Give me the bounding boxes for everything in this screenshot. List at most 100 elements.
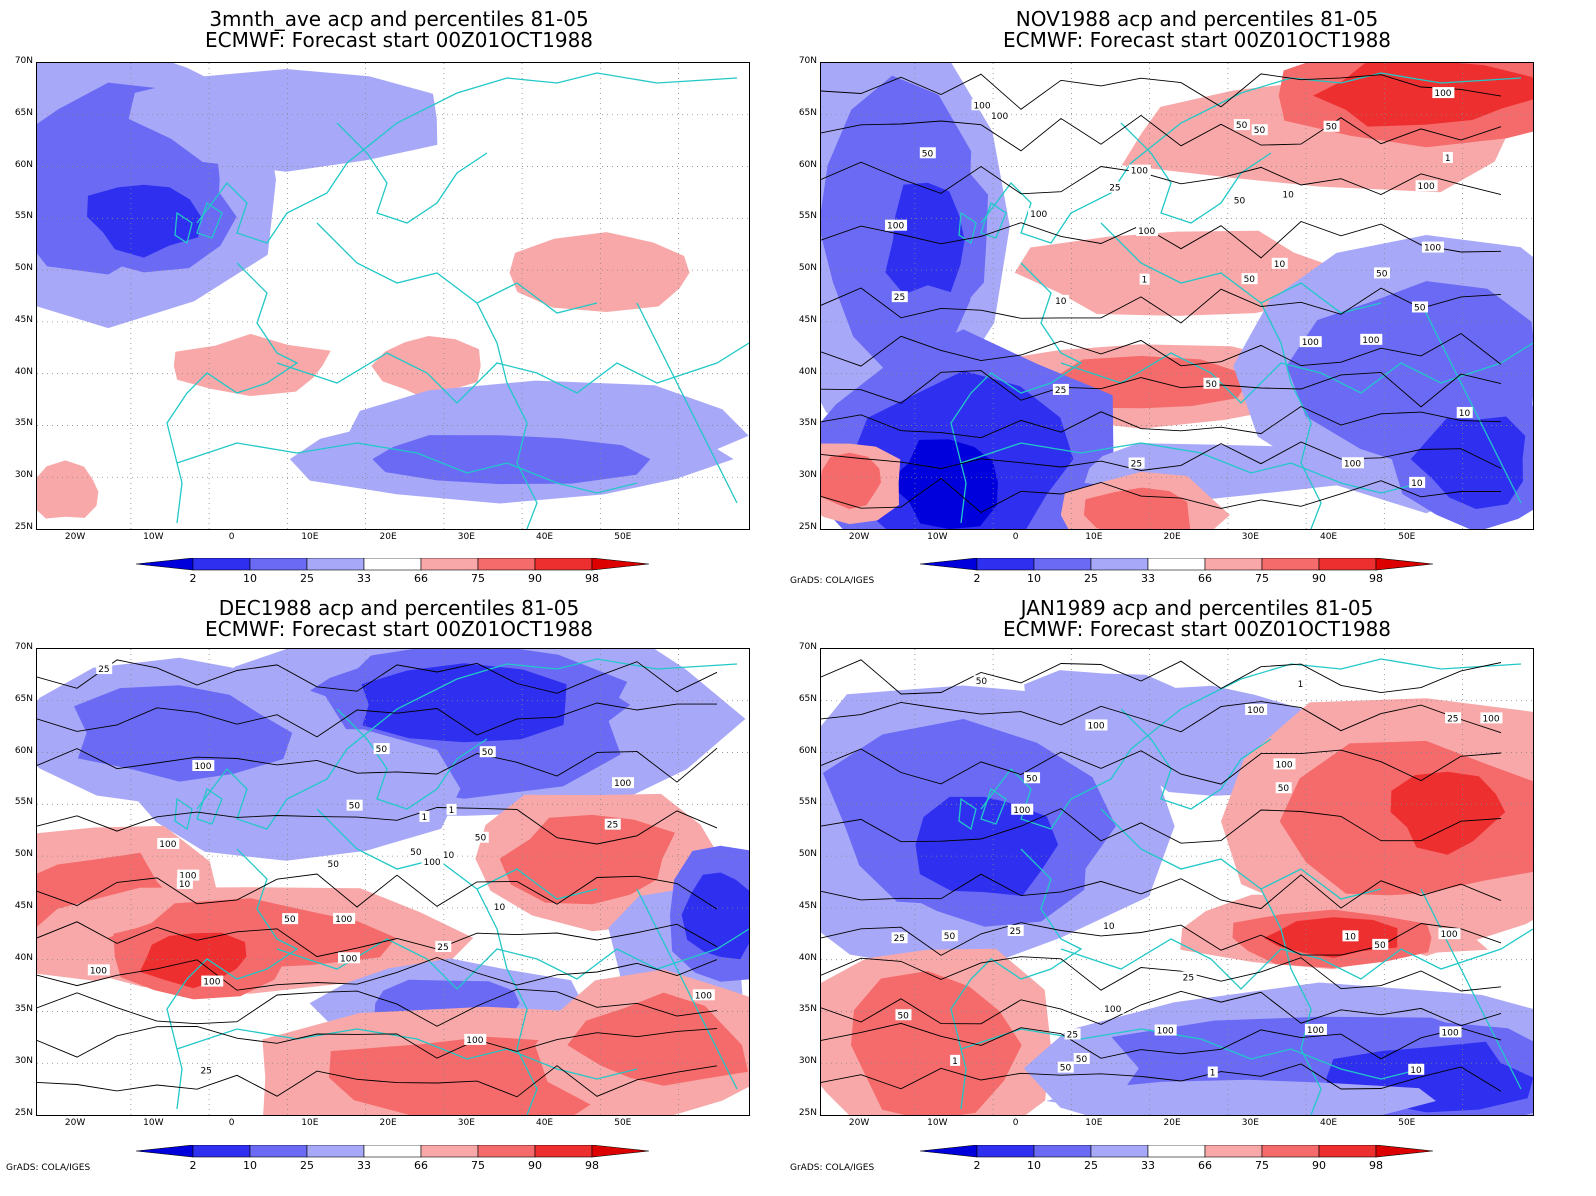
colorbar-segment [1147, 557, 1206, 571]
lon-tick-label: 20W [64, 1118, 86, 1128]
contour-label: 50 [328, 860, 340, 870]
contour-label: 1 [1210, 1068, 1216, 1078]
colorbar-label: 25 [1084, 1159, 1098, 1171]
contour-label-bg [1445, 712, 1462, 724]
lon-tick-label: 20W [64, 532, 86, 542]
map-canvas: 1001001001001001001001001001001005050505… [37, 649, 749, 1115]
panel-title: NOV1988 acp and percentiles 81-05 ECMWF:… [798, 9, 1596, 51]
coastline [958, 211, 977, 245]
coastline [960, 1028, 1422, 1080]
coastline [1060, 342, 1533, 404]
coastline [196, 72, 738, 244]
shade-region [87, 184, 201, 258]
contour-label-bg [1439, 1026, 1462, 1038]
contour-label-bg [1251, 124, 1268, 136]
contour-label: 100 [423, 858, 440, 868]
grads-credit: GrADS: COLA/IGES [790, 1163, 875, 1173]
contour-label: 100 [1138, 227, 1155, 237]
contour-label-bg [1245, 703, 1268, 715]
colorbar-arrow [591, 1144, 650, 1158]
contour-label: 100 [614, 779, 631, 789]
lon-tick-label: 10E [1085, 532, 1103, 542]
contour-label-bg [1360, 333, 1383, 345]
contour-label-bg [177, 869, 200, 881]
colorbar-segment [192, 557, 251, 571]
contour-label: 1 [449, 806, 455, 816]
title-line-2: ECMWF: Forecast start 00Z01OCT1988 [204, 28, 594, 52]
contour-label: 1 [952, 1057, 958, 1067]
contour-line [821, 1063, 1502, 1092]
colorbar-label: 10 [243, 1159, 257, 1171]
contour-label: 10 [1103, 922, 1115, 932]
lat-tick-label: 50N [798, 263, 817, 274]
contour-label: 50 [1076, 1055, 1088, 1065]
colorbar-label: 98 [1369, 572, 1383, 584]
contour-label: 10 [1055, 297, 1067, 307]
shade-region [1014, 230, 1351, 316]
contour-line [821, 332, 1502, 367]
lon-tick-label: 50E [1398, 532, 1416, 542]
grads-credit: GrADS: COLA/IGES [790, 576, 875, 586]
contour-label: 10 [1410, 1066, 1422, 1076]
contour-line [821, 808, 1502, 844]
title-line-2: ECMWF: Forecast start 00Z01OCT1988 [1002, 28, 1392, 52]
shade-region [372, 435, 651, 485]
contour-label: 25 [894, 293, 905, 303]
contour-label: 100 [695, 991, 712, 1001]
colorbar-segment [249, 557, 308, 571]
coastline [1100, 222, 1382, 314]
lat-tick-label: 30N [798, 1056, 817, 1067]
lat-tick-label: 35N [14, 1004, 33, 1015]
contour-label: 100 [466, 1036, 483, 1046]
colorbar-segment [1033, 1144, 1092, 1158]
colorbar-segment [1261, 1144, 1320, 1158]
colorbar-label: 98 [585, 572, 599, 584]
colorbar-label: 75 [471, 572, 485, 584]
coastline [980, 201, 1007, 239]
contour-label: 50 [1376, 269, 1388, 279]
colorbar-label: 25 [1084, 572, 1098, 584]
contour-label: 100 [1442, 1028, 1459, 1038]
contour-label-bg [325, 858, 342, 870]
lat-tick-label: 70N [14, 56, 33, 66]
contour-line [821, 956, 1502, 992]
contour-label: 100 [1131, 167, 1148, 177]
lat-tick-label: 25N [14, 1108, 33, 1118]
contour-label: 50 [1234, 196, 1246, 206]
lon-tick-label: 10W [143, 1118, 164, 1128]
colorbar-segment [976, 1144, 1035, 1158]
lat-tick-label: 25N [14, 522, 33, 532]
contour-label-bg [1231, 194, 1248, 206]
shade-region [1083, 487, 1191, 529]
contour-label-bg [282, 913, 299, 925]
shade-region [1024, 670, 1186, 743]
coastline [166, 848, 299, 1110]
contour-label: 50 [482, 748, 494, 758]
contour-label: 50 [410, 848, 422, 858]
colorbar-segment [363, 1144, 422, 1158]
contour-label: 50 [475, 834, 487, 844]
contour-label-bg [346, 799, 363, 811]
contour-label-bg [1102, 1002, 1125, 1014]
lat-tick-label: 50N [14, 849, 33, 860]
contour-label-bg [1412, 301, 1429, 313]
coastline [980, 658, 1522, 830]
contour-label: 100 [1482, 714, 1499, 724]
contour-line [821, 287, 1502, 324]
lat-tick-label: 70N [798, 56, 817, 66]
contour-label-bg [446, 803, 457, 815]
coastline [1120, 708, 1272, 810]
contour-label: 100 [1344, 459, 1361, 469]
lat-tick-label: 35N [798, 1004, 817, 1015]
contour-label-bg [950, 1054, 961, 1066]
colorbar-segment [477, 557, 536, 571]
title-line-2: ECMWF: Forecast start 00Z01OCT1988 [204, 617, 594, 641]
contour-line [37, 747, 718, 783]
contour-label-bg [1241, 273, 1258, 285]
panel-3month: 3mnth_ave acp and percentiles 81-05 ECMW… [0, 0, 798, 598]
contour-line [821, 701, 1502, 734]
contour-label-bg [1136, 225, 1159, 237]
contour-label-bg [973, 675, 990, 687]
contour-label-bg [1101, 920, 1118, 932]
contour-label: 50 [897, 1011, 909, 1021]
